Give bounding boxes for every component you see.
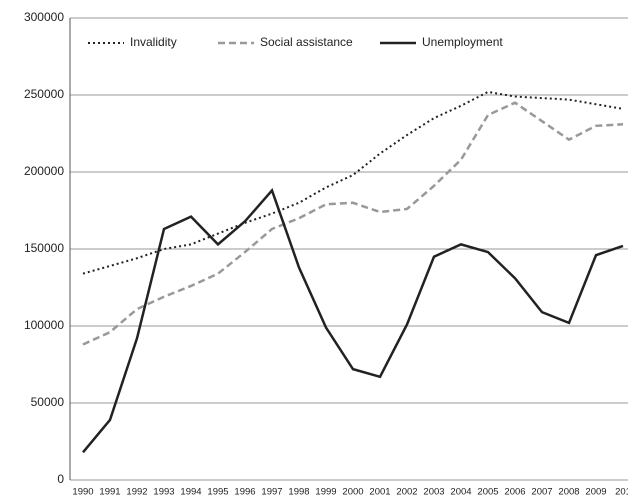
x-tick-label: 1996 [234, 487, 255, 498]
x-tick-label: 1990 [72, 487, 93, 498]
x-tick-label: 2005 [477, 487, 498, 498]
x-tick-label: 1991 [99, 487, 120, 498]
x-tick-label: 1993 [153, 487, 174, 498]
x-tick-label: 1999 [315, 487, 336, 498]
series-line [82, 188, 624, 454]
x-tick-label: 1997 [261, 487, 282, 498]
x-tick-label: 2002 [396, 487, 417, 498]
x-tick-label: 1994 [180, 487, 201, 498]
x-tick-label: 2003 [423, 487, 444, 498]
x-tick-label: 1992 [126, 487, 147, 498]
x-tick-label: 201 [615, 487, 628, 498]
y-tick-label: 150000 [24, 241, 64, 255]
series-line [82, 90, 624, 275]
x-tick-label: 2006 [504, 487, 525, 498]
legend-label: Unemployment [422, 35, 503, 49]
x-tick-label: 1998 [288, 487, 309, 498]
y-tick-label: 200000 [24, 164, 64, 178]
x-tick-label: 2004 [450, 487, 471, 498]
y-tick-label: 50000 [31, 395, 65, 409]
legend-label: Social assistance [260, 35, 353, 49]
y-tick-label: 100000 [24, 318, 64, 332]
legend-label: Invalidity [130, 35, 177, 49]
x-tick-label: 2007 [531, 487, 552, 498]
x-tick-label: 2001 [369, 487, 390, 498]
x-tick-label: 2008 [558, 487, 579, 498]
x-tick-label: 1995 [207, 487, 228, 498]
x-tick-label: 2000 [342, 487, 363, 498]
y-tick-label: 0 [57, 472, 64, 486]
series-line [82, 101, 624, 346]
x-tick-label: 2009 [585, 487, 606, 498]
y-tick-label: 300000 [24, 10, 64, 24]
y-tick-label: 250000 [24, 87, 64, 101]
